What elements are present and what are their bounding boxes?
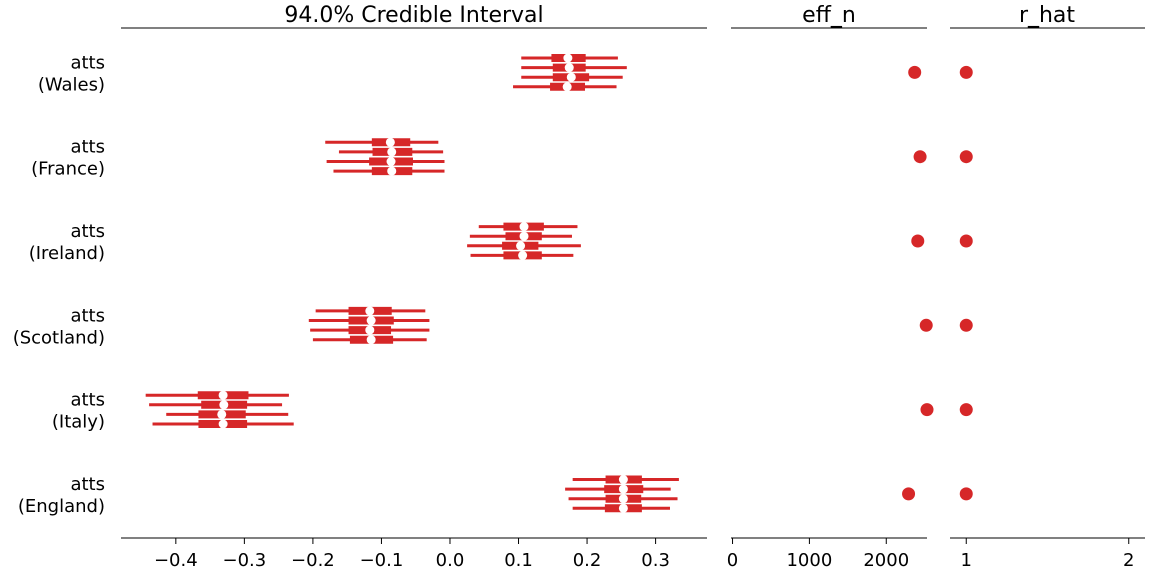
median-point xyxy=(618,494,628,504)
row-label-line2: (Italy) xyxy=(52,412,105,433)
r-hat-point xyxy=(959,487,973,501)
median-point xyxy=(386,157,396,166)
row-labels: atts(Wales)atts(France)atts(Ireland)atts… xyxy=(13,52,105,517)
eff-n-x-tick-label: 2000 xyxy=(863,550,909,571)
r-hat-x-tick-label: 1 xyxy=(961,550,972,571)
r-hat-point xyxy=(959,234,973,248)
median-point xyxy=(217,409,227,419)
r-hat-point xyxy=(959,65,973,79)
eff-n-marks xyxy=(902,65,934,501)
median-point xyxy=(562,82,572,92)
interval-x-tick-label: 0.2 xyxy=(573,550,602,571)
row-label-line2: (Scotland) xyxy=(13,327,105,348)
eff-n-point xyxy=(919,318,933,332)
row-label-line2: (Ireland) xyxy=(29,243,105,264)
eff-n-point xyxy=(920,403,934,417)
median-point xyxy=(385,137,395,147)
median-point xyxy=(365,306,375,316)
eff-n-point xyxy=(913,150,927,164)
median-point xyxy=(218,390,228,400)
median-point xyxy=(516,241,526,251)
row-label-line2: (England) xyxy=(18,496,105,517)
median-point xyxy=(564,63,574,73)
row-label-line2: (France) xyxy=(31,159,105,180)
interval-ticks: −0.4 −0.3 −0.2 −0.1 0.0 0.1 0.2 0.3 xyxy=(154,538,670,571)
median-point xyxy=(519,222,529,232)
median-point xyxy=(563,53,573,63)
row-label-line1: atts xyxy=(70,52,105,73)
interval-x-tick-label: −0.3 xyxy=(223,550,267,571)
eff-n-point xyxy=(911,234,925,248)
r-hat-point xyxy=(959,318,973,332)
row-label-line2: (Wales) xyxy=(38,74,105,95)
r-hat-point xyxy=(959,403,973,417)
row-label-line1: atts xyxy=(70,305,105,326)
interval-x-tick-label: 0.0 xyxy=(436,550,465,571)
median-point xyxy=(566,72,576,82)
r-hat-x-tick-label: 2 xyxy=(1123,550,1134,571)
eff-n-point xyxy=(902,487,916,501)
median-point xyxy=(618,484,628,494)
interval-marks xyxy=(145,53,679,513)
eff-n-ticks: 0 1000 2000 xyxy=(727,538,909,571)
median-point xyxy=(219,400,229,410)
median-point xyxy=(365,325,375,335)
median-point xyxy=(387,147,397,157)
row-label-line1: atts xyxy=(70,390,105,411)
row-label-line1: atts xyxy=(70,474,105,495)
eff-n-panel-title: eff_n xyxy=(802,3,856,28)
median-point xyxy=(518,250,528,260)
median-point xyxy=(366,316,376,325)
interval-panel: 94.0% Credible Interval −0.4 −0.3 −0.2 −0.1… xyxy=(121,3,707,571)
median-point xyxy=(366,335,376,345)
r-hat-panel-title: r_hat xyxy=(1019,3,1075,28)
r-hat-marks xyxy=(959,65,973,501)
row-label-line1: atts xyxy=(70,137,105,158)
median-point xyxy=(387,166,397,176)
eff-n-x-tick-label: 0 xyxy=(727,550,738,571)
row-label-line1: atts xyxy=(70,221,105,242)
interval-x-tick-label: 0.3 xyxy=(641,550,670,571)
median-point xyxy=(218,419,228,429)
median-point xyxy=(618,503,628,513)
interval-panel-title: 94.0% Credible Interval xyxy=(284,3,543,28)
interval-x-tick-label: 0.1 xyxy=(504,550,533,571)
median-point xyxy=(618,475,628,484)
eff-n-point xyxy=(908,65,922,79)
interval-x-tick-label: −0.1 xyxy=(360,550,404,571)
eff-n-panel: eff_n 0 1000 2000 xyxy=(727,3,934,571)
median-point xyxy=(519,231,529,241)
r-hat-point xyxy=(959,150,973,164)
interval-x-tick-label: −0.2 xyxy=(291,550,335,571)
interval-x-tick-label: −0.4 xyxy=(154,550,198,571)
eff-n-x-tick-label: 1000 xyxy=(786,550,832,571)
